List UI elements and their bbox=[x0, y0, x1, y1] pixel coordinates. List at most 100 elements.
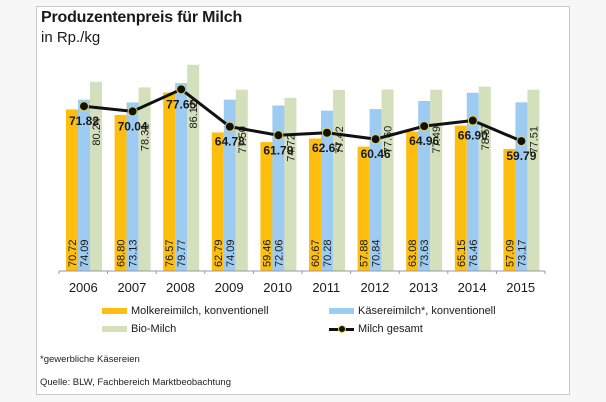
bar-molkereimilch bbox=[309, 138, 321, 271]
line-point-marker bbox=[127, 106, 138, 117]
bar-molkereimilch bbox=[114, 114, 127, 271]
legend-swatch-orange bbox=[102, 308, 127, 314]
bar-value-label: 62.79 bbox=[213, 239, 225, 267]
x-tick-label: 2009 bbox=[215, 280, 244, 295]
x-tick-label: 2013 bbox=[409, 280, 438, 295]
bar-kaesereimilch bbox=[126, 102, 139, 271]
bar-kaesereimilch bbox=[369, 109, 382, 272]
bar-value-label: 70.28 bbox=[322, 239, 334, 267]
bar-value-label: 57.88 bbox=[359, 239, 371, 267]
bar-value-label: 73.17 bbox=[516, 239, 528, 267]
bar-bio-milch bbox=[478, 86, 491, 271]
bar-value-label: 73.63 bbox=[419, 239, 431, 267]
line-value-label: 60.46 bbox=[361, 147, 391, 161]
legend-label: Bio-Milch bbox=[131, 323, 177, 335]
bar-molkereimilch bbox=[454, 125, 467, 271]
legend-label: Milch gesamt bbox=[358, 323, 423, 335]
line-value-label: 61.79 bbox=[263, 143, 293, 157]
bar-bio-milch bbox=[381, 89, 394, 272]
legend-swatch-blue bbox=[329, 308, 354, 314]
legend-item-kaesereimilch: Käsereimilch*, konventionell bbox=[329, 305, 496, 317]
line-point-marker bbox=[176, 84, 187, 95]
bar-value-label: 74.72 bbox=[285, 134, 297, 162]
bar-value-label: 60.67 bbox=[310, 239, 322, 267]
bar-value-label: 63.08 bbox=[407, 239, 419, 267]
legend-item-bio-milch: Bio-Milch bbox=[102, 323, 176, 335]
bar-value-label: 78.57 bbox=[480, 123, 492, 151]
line-value-label: 66.90 bbox=[458, 128, 488, 142]
bar-bio-milch bbox=[235, 89, 248, 271]
bar-kaesereimilch bbox=[223, 99, 236, 271]
source-note: Quelle: BLW, Fachbereich Marktbeobachtun… bbox=[40, 377, 231, 388]
bar-bio-milch bbox=[333, 89, 345, 272]
bar-kaesereimilch bbox=[418, 100, 431, 272]
line-value-label: 64.96 bbox=[409, 134, 439, 148]
x-tick-label: 2010 bbox=[263, 280, 292, 295]
x-tick-label: 2006 bbox=[69, 280, 98, 295]
bar-bio-milch bbox=[284, 97, 297, 271]
bar-bio-milch bbox=[138, 87, 151, 271]
line-value-label: 64.78 bbox=[215, 135, 245, 149]
bar-value-label: 78.31 bbox=[140, 124, 152, 152]
bar-bio-milch bbox=[527, 89, 540, 271]
line-value-label: 62.67 bbox=[312, 141, 342, 155]
bar-value-label: 72.06 bbox=[273, 239, 285, 267]
line-milch-gesamt bbox=[83, 87, 522, 143]
bar-kaesereimilch bbox=[321, 110, 333, 271]
bar-kaesereimilch bbox=[175, 83, 188, 272]
x-tick-label: 2008 bbox=[166, 280, 195, 295]
line-point-marker bbox=[370, 134, 381, 145]
line-point-marker bbox=[224, 121, 235, 132]
line-value-label: 77.65 bbox=[166, 97, 196, 111]
bar-value-label: 73.13 bbox=[128, 239, 140, 267]
legend-line-marker-icon bbox=[329, 324, 354, 334]
bar-value-label: 77.49 bbox=[431, 126, 443, 154]
legend-swatch-green bbox=[102, 326, 127, 332]
bar-molkereimilch bbox=[357, 146, 370, 271]
legend-item-molkereimilch: Molkereimilch, konventionell bbox=[102, 305, 269, 317]
bar-bio-milch bbox=[187, 64, 200, 271]
bar-kaesereimilch bbox=[272, 105, 285, 271]
x-tick-label: 2015 bbox=[506, 280, 535, 295]
bar-molkereimilch bbox=[260, 142, 273, 271]
x-tick-label: 2007 bbox=[117, 280, 146, 295]
bar-value-label: 74.09 bbox=[79, 239, 91, 267]
bar-value-label: 77.51 bbox=[528, 126, 540, 154]
bar-kaesereimilch bbox=[466, 92, 479, 272]
bar-value-label: 70.84 bbox=[371, 239, 383, 267]
bar-value-label: 70.72 bbox=[67, 239, 79, 267]
x-tick-label: 2011 bbox=[312, 280, 340, 295]
bar-value-label: 59.46 bbox=[261, 239, 273, 267]
legend-label: Molkereimilch, konventionell bbox=[131, 305, 269, 317]
bar-molkereimilch bbox=[211, 132, 224, 271]
line-point-marker bbox=[273, 130, 284, 141]
line-value-label: 59.79 bbox=[506, 149, 536, 163]
bar-value-label: 79.77 bbox=[176, 239, 188, 267]
line-value-label: 71.82 bbox=[69, 114, 99, 128]
line-point-marker bbox=[79, 101, 89, 112]
bar-value-label: 76.57 bbox=[164, 239, 176, 267]
bar-bio-milch bbox=[430, 89, 443, 272]
bar-value-label: 57.09 bbox=[504, 239, 516, 267]
x-tick-label: 2014 bbox=[458, 280, 487, 295]
bar-molkereimilch bbox=[66, 109, 78, 271]
bar-molkereimilch bbox=[406, 131, 419, 271]
bar-kaesereimilch bbox=[78, 99, 90, 271]
bar-value-label: 68.80 bbox=[116, 239, 128, 267]
chart-subtitle: in Rp./kg bbox=[41, 29, 101, 46]
bar-value-label: 86.12 bbox=[188, 101, 200, 129]
line-point-marker bbox=[467, 115, 478, 126]
bar-value-label: 65.15 bbox=[456, 239, 468, 267]
bar-value-label: 77.60 bbox=[383, 126, 395, 154]
bar-molkereimilch bbox=[163, 92, 176, 272]
legend-item-milch-gesamt: Milch gesamt bbox=[329, 323, 423, 335]
bar-molkereimilch bbox=[503, 148, 516, 271]
bar-bio-milch bbox=[90, 81, 102, 271]
line-value-label: 70.04 bbox=[118, 119, 148, 133]
legend-label: Käsereimilch*, konventionell bbox=[358, 305, 496, 317]
line-point-marker bbox=[419, 121, 430, 132]
bar-value-label: 76.46 bbox=[468, 239, 480, 267]
x-tick-label: 2012 bbox=[360, 280, 389, 295]
bar-value-label: 77.50 bbox=[237, 126, 249, 154]
